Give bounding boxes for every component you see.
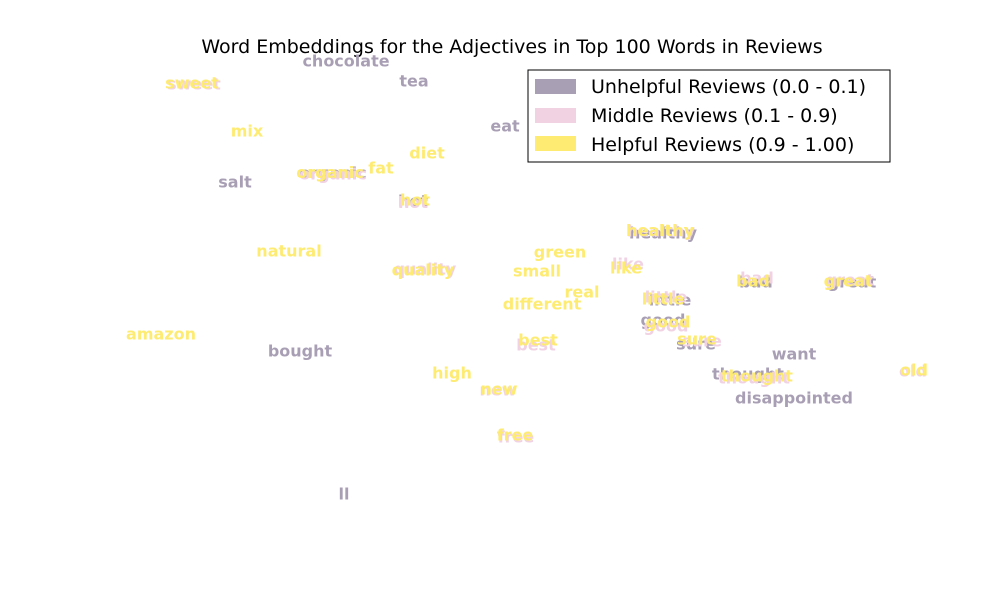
word-label-quality: quality: [392, 261, 455, 280]
word-label-great: great: [826, 270, 875, 289]
word-label-quality: quality: [394, 260, 457, 279]
word-label-old: old: [899, 362, 927, 381]
word-label-hot: hot: [400, 191, 430, 210]
word-label-thought: thought: [721, 366, 793, 385]
word-label-great: great: [824, 272, 873, 291]
word-label-natural: natural: [256, 242, 321, 261]
word-label-like: like: [612, 255, 644, 274]
word-label-little: little: [642, 290, 685, 309]
word-label-little: little: [645, 288, 688, 307]
legend: Unhelpful Reviews (0.0 - 0.1) Middle Rev…: [527, 69, 891, 163]
word-label-organic: organic: [299, 164, 367, 183]
word-label-sure: sure: [676, 335, 716, 354]
legend-swatch-unhelpful: [535, 79, 576, 94]
word-label-best: best: [516, 336, 556, 355]
word-label-hot: hot: [398, 193, 428, 212]
word-label-healthy: healthy: [629, 224, 698, 243]
word-label-diet: diet: [409, 144, 445, 163]
word-label-different: different: [503, 294, 582, 313]
word-label-best: best: [518, 330, 558, 349]
legend-label-unhelpful: Unhelpful Reviews (0.0 - 0.1): [591, 76, 866, 98]
legend-frame: [527, 69, 891, 163]
legend-swatch-middle: [535, 108, 576, 123]
legend-label-middle: Middle Reviews (0.1 - 0.9): [591, 105, 838, 127]
word-label-good: good: [641, 311, 686, 330]
word-label-thought: thought: [712, 365, 784, 384]
word-label-bad: bad: [736, 272, 770, 291]
word-label-bad: bad: [740, 269, 774, 288]
word-label-amazon: amazon: [126, 324, 196, 343]
word-label-little: little: [649, 291, 692, 310]
legend-swatch-helpful: [535, 136, 576, 151]
word-label-want: want: [772, 345, 817, 364]
word-label-disappointed: disappointed: [735, 389, 853, 408]
word-label-salt: salt: [218, 173, 252, 192]
word-label-free: free: [497, 426, 534, 445]
word-label-organic: organic: [296, 163, 364, 182]
word-label-chocolate: chocolate: [302, 51, 389, 70]
word-label-bought: bought: [268, 342, 333, 361]
word-label-small: small: [513, 261, 561, 280]
word-label-eat: eat: [490, 117, 520, 136]
plot-area: chocolate tea eat salt organic hot healthy bad g…: [126, 51, 928, 503]
word-label-sure: sure: [677, 330, 717, 349]
chart-title: Word Embeddings for the Adjectives in To…: [201, 36, 822, 58]
word-label-free: free: [498, 428, 535, 447]
word-label-sweet: sweet: [167, 75, 221, 94]
word-label-ll: ll: [339, 485, 350, 504]
word-label-green: green: [534, 243, 586, 262]
word-label-good: good: [646, 312, 691, 331]
word-label-great: great: [828, 273, 877, 292]
word-label-sweet: sweet: [165, 74, 219, 93]
word-label-like: like: [610, 258, 642, 277]
word-label-tea: tea: [399, 72, 428, 91]
word-label-new: new: [479, 381, 516, 400]
word-label-healthy: healthy: [626, 221, 695, 240]
word-label-organic: organic: [299, 165, 367, 184]
word-label-hot: hot: [398, 192, 428, 211]
word-label-good: good: [644, 317, 689, 336]
word-label-old: old: [900, 360, 928, 379]
word-label-fat: fat: [368, 159, 394, 178]
word-label-new: new: [480, 380, 517, 399]
word-label-real: real: [564, 282, 599, 301]
word-label-high: high: [432, 363, 472, 382]
word-label-bad: bad: [739, 273, 773, 292]
word-label-mix: mix: [231, 122, 264, 141]
legend-label-helpful: Helpful Reviews (0.9 - 1.00): [591, 134, 854, 156]
word-label-sure: sure: [682, 332, 722, 351]
word-label-thought: thought: [718, 369, 790, 388]
word-label-healthy: healthy: [627, 222, 696, 241]
